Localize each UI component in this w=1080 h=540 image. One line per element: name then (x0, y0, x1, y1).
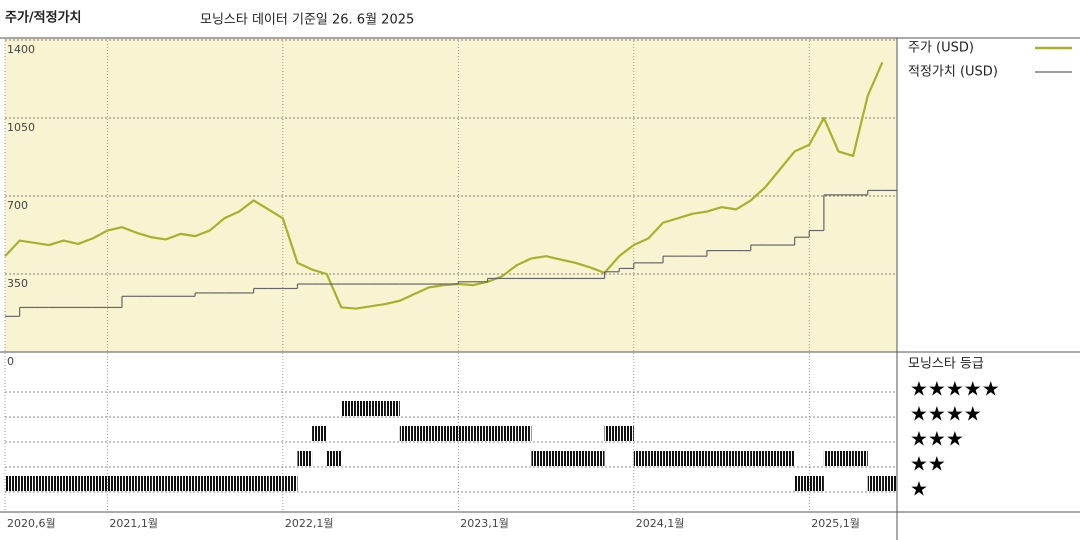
x-tick-label: 2023,1월 (460, 517, 509, 530)
y-tick-label: 1400 (7, 43, 35, 56)
rating-level-label: ★★★★★ (910, 377, 1000, 401)
rating-bar (5, 476, 20, 491)
rating-bar (121, 476, 137, 491)
rating-title: 모닝스타 등급 (908, 357, 984, 372)
rating-bar (107, 476, 122, 491)
rating-bar (560, 451, 576, 466)
rating-bar (502, 426, 517, 441)
rating-bar (546, 451, 561, 466)
plot-background (5, 38, 897, 352)
rating-bar (224, 476, 239, 491)
rating-bar (48, 476, 64, 491)
rating-bar (575, 451, 590, 466)
rating-bar (136, 476, 152, 491)
rating-bar (838, 451, 854, 466)
rating-bar (706, 451, 722, 466)
rating-bar (151, 476, 166, 491)
rating-bar (516, 426, 532, 441)
x-tick-label: 2024,1월 (636, 517, 685, 530)
rating-bar (429, 426, 444, 441)
rating-bar (297, 451, 313, 466)
rating-bar (78, 476, 93, 491)
legend-label: 적정가치 (USD) (908, 65, 998, 80)
rating-bar (385, 401, 400, 416)
rating-level-label: ★★★ (910, 427, 964, 451)
rating-bar (195, 476, 210, 491)
rating-bar (809, 476, 824, 491)
rating-level-label: ★★★★ (910, 402, 982, 426)
y-tick-label: 350 (7, 277, 28, 290)
rating-bar (867, 476, 883, 491)
rating-bar (458, 426, 473, 441)
rating-bar (589, 451, 605, 466)
rating-bar (341, 401, 356, 416)
chart-title: 주가/적정가치 (5, 10, 82, 26)
rating-bar (165, 476, 181, 491)
rating-bar (238, 476, 254, 491)
rating-bar (399, 426, 415, 441)
x-tick-label: 2025,1월 (811, 517, 860, 530)
rating-bar (882, 476, 897, 491)
x-tick-label: 2020,6월 (7, 517, 56, 530)
rating-bar (531, 451, 547, 466)
rating-bar (487, 426, 503, 441)
rating-bar (312, 426, 327, 441)
rating-bar (253, 476, 269, 491)
price-line (4, 61, 884, 310)
chart-subtitle: 모닝스타 데이터 기준일 26. 6월 2025 (200, 13, 414, 28)
rating-bar (692, 451, 707, 466)
rating-bar (765, 451, 781, 466)
rating-bar (282, 476, 298, 491)
rating-bar (633, 451, 649, 466)
y-tick-label: 1050 (7, 121, 35, 134)
legend-label: 주가 (USD) (908, 41, 974, 56)
rating-bar (750, 451, 766, 466)
rating-bar (19, 476, 35, 491)
rating-bar (355, 401, 371, 416)
rating-bar (92, 476, 108, 491)
rating-bar (619, 426, 634, 441)
rating-bar (780, 451, 795, 466)
rating-bar (736, 451, 751, 466)
rating-bar (63, 476, 79, 491)
rating-bar (180, 476, 196, 491)
x-tick-label: 2022,1월 (285, 517, 334, 530)
rating-bar (209, 476, 225, 491)
rating-bar (443, 426, 459, 441)
rating-bar (677, 451, 693, 466)
y-tick-label: 0 (7, 355, 14, 368)
rating-level-label: ★★ (910, 452, 946, 476)
rating-bar (648, 451, 664, 466)
rating-bar (34, 476, 49, 491)
rating-bar (794, 476, 810, 491)
rating-bar (472, 426, 488, 441)
rating-bar (604, 426, 620, 441)
rating-bar (663, 451, 678, 466)
rating-level-label: ★ (910, 477, 928, 501)
rating-bar (370, 401, 386, 416)
x-tick-label: 2021,1월 (109, 517, 158, 530)
rating-bar (414, 426, 430, 441)
rating-bar (721, 451, 737, 466)
rating-bar (326, 451, 342, 466)
rating-bar (853, 451, 868, 466)
rating-bar (268, 476, 283, 491)
y-tick-label: 700 (7, 199, 28, 212)
rating-bar (823, 451, 839, 466)
